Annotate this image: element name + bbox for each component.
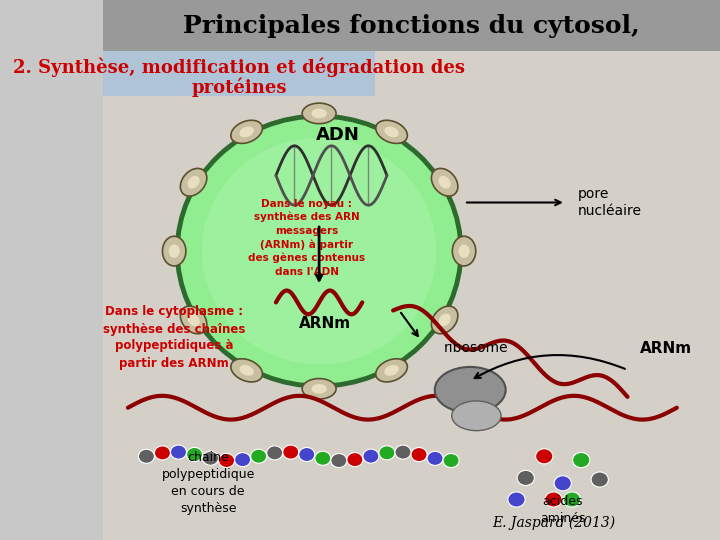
Ellipse shape: [311, 384, 327, 394]
Circle shape: [186, 448, 202, 462]
Ellipse shape: [438, 176, 451, 188]
Ellipse shape: [431, 168, 458, 196]
Ellipse shape: [202, 138, 436, 364]
Circle shape: [219, 454, 235, 468]
Ellipse shape: [181, 306, 207, 334]
Text: chaine
polypeptidique
en cours de
synthèse: chaine polypeptidique en cours de synthè…: [161, 451, 255, 515]
Circle shape: [572, 453, 590, 468]
Ellipse shape: [168, 244, 180, 258]
Circle shape: [554, 476, 572, 491]
Text: Dans le cytoplasme :
synthèse des chaînes
polypeptidiques à
partir des ARNm: Dans le cytoplasme : synthèse des chaîne…: [103, 306, 246, 369]
Circle shape: [171, 445, 186, 459]
Circle shape: [347, 453, 363, 467]
Ellipse shape: [302, 379, 336, 399]
Text: ribosome: ribosome: [444, 341, 509, 355]
Ellipse shape: [231, 359, 263, 382]
Circle shape: [536, 449, 553, 464]
Circle shape: [154, 446, 171, 460]
Circle shape: [299, 448, 315, 462]
Ellipse shape: [177, 116, 461, 386]
Circle shape: [427, 451, 443, 465]
Ellipse shape: [435, 367, 505, 413]
Text: Dans le noyau :
synthèse des ARN
messagers
(ARNm) à partir
des gènes contenus
da: Dans le noyau : synthèse des ARN message…: [248, 199, 365, 276]
Ellipse shape: [451, 401, 501, 431]
Ellipse shape: [187, 176, 199, 188]
Circle shape: [591, 472, 608, 487]
Text: acides
aminés: acides aminés: [540, 495, 585, 525]
Text: ADN: ADN: [315, 126, 359, 144]
Ellipse shape: [187, 314, 199, 326]
Circle shape: [363, 449, 379, 463]
Ellipse shape: [376, 120, 408, 144]
Circle shape: [545, 492, 562, 507]
Ellipse shape: [438, 314, 451, 326]
Circle shape: [251, 449, 266, 463]
Circle shape: [508, 492, 525, 507]
FancyBboxPatch shape: [103, 0, 720, 51]
Text: ARNm: ARNm: [300, 316, 351, 332]
Ellipse shape: [384, 126, 399, 137]
Circle shape: [202, 451, 219, 465]
Ellipse shape: [376, 359, 408, 382]
Text: pore
nucléaire: pore nucléaire: [578, 187, 642, 218]
FancyBboxPatch shape: [103, 51, 374, 96]
Circle shape: [138, 449, 154, 463]
Circle shape: [283, 445, 299, 459]
Circle shape: [315, 451, 330, 465]
Ellipse shape: [163, 236, 186, 266]
Ellipse shape: [240, 126, 254, 137]
Ellipse shape: [181, 168, 207, 196]
Text: 2. Synthèse, modification et dégradation des: 2. Synthèse, modification et dégradation…: [13, 58, 465, 77]
Ellipse shape: [452, 236, 476, 266]
Circle shape: [443, 454, 459, 468]
Circle shape: [411, 448, 427, 462]
Ellipse shape: [240, 365, 254, 376]
Circle shape: [563, 492, 580, 507]
Circle shape: [395, 445, 411, 459]
Text: protéines: protéines: [192, 78, 287, 97]
Ellipse shape: [431, 306, 458, 334]
Text: E. Jaspard (2013): E. Jaspard (2013): [492, 516, 615, 530]
Ellipse shape: [384, 365, 399, 376]
Text: ARNm: ARNm: [640, 341, 692, 356]
Circle shape: [330, 454, 347, 468]
Text: Principales fonctions du cytosol,: Principales fonctions du cytosol,: [184, 14, 640, 38]
Ellipse shape: [302, 103, 336, 124]
Circle shape: [517, 470, 534, 485]
FancyBboxPatch shape: [103, 51, 720, 540]
Ellipse shape: [459, 244, 469, 258]
Ellipse shape: [231, 120, 263, 144]
Circle shape: [266, 446, 283, 460]
Circle shape: [235, 453, 251, 467]
Circle shape: [379, 446, 395, 460]
Ellipse shape: [311, 109, 327, 118]
